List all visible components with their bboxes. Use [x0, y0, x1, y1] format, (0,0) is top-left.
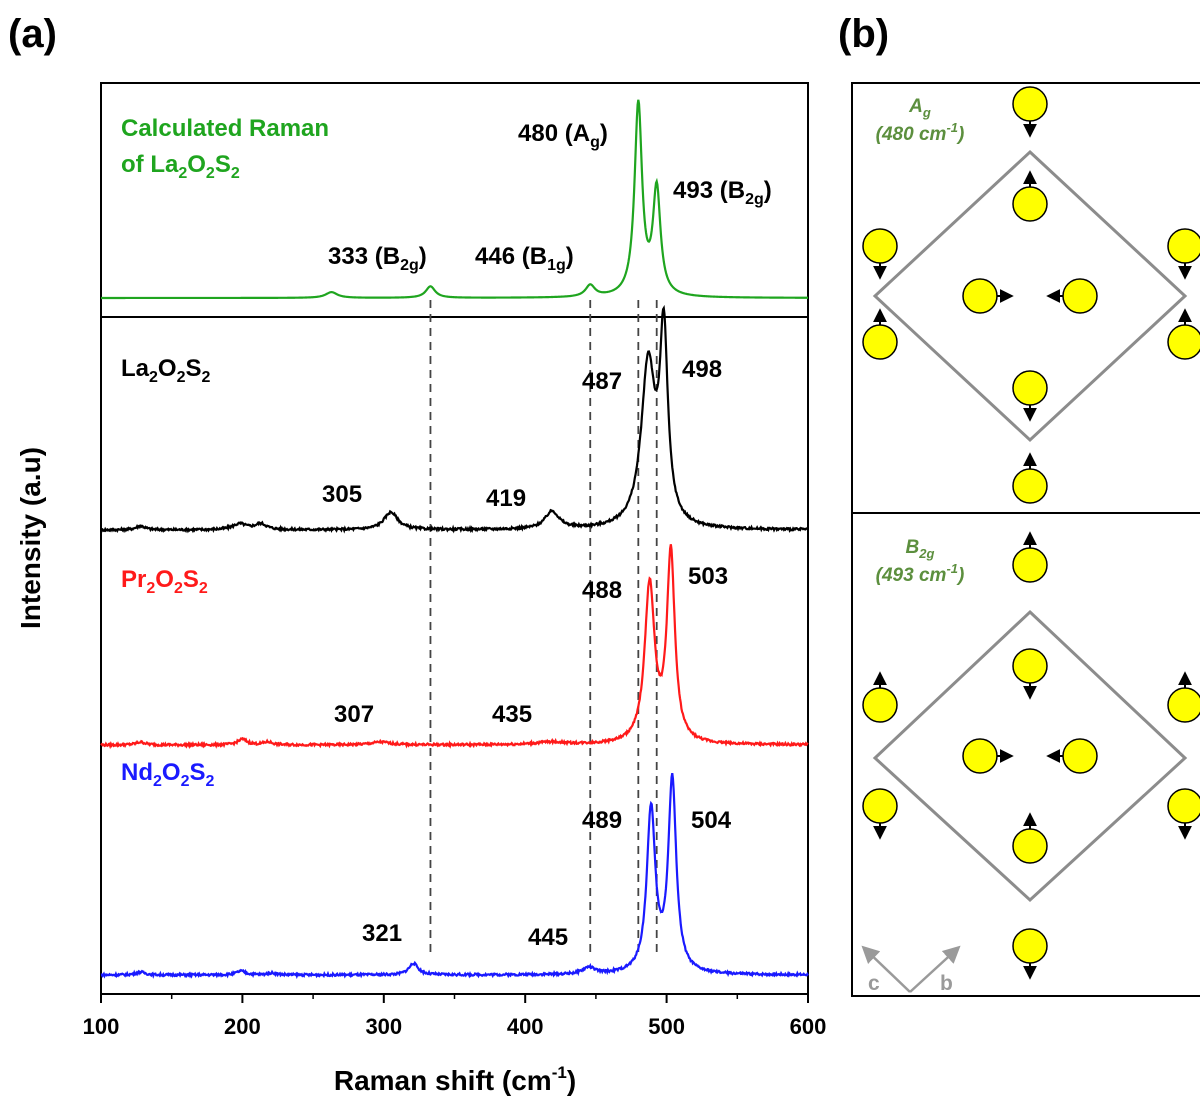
- reference-lines: [429, 300, 658, 955]
- mode-freq-ag: (480 cm-1): [876, 120, 965, 145]
- x-axis: 100 200 300 400 500 600: [83, 994, 827, 1039]
- atom-6: [962, 278, 998, 314]
- mode-freq-b2g: (493 cm-1): [876, 561, 965, 586]
- axis-b-label: b: [940, 972, 953, 995]
- atom-8: [1012, 370, 1048, 406]
- peak-label-calc-480: 480 (Ag): [518, 120, 608, 151]
- panel-b-label: (b): [838, 12, 889, 56]
- atom-12: [862, 687, 898, 723]
- peak-label-nd-445: 445: [528, 924, 568, 951]
- series-line-nd: [100, 772, 809, 980]
- x-tick-label-500: 500: [648, 1014, 685, 1039]
- atom-16: [962, 738, 998, 774]
- axis-c-label: c: [868, 972, 880, 995]
- plot-frame: [100, 82, 809, 995]
- series-label-la: La2O2S2: [121, 355, 211, 386]
- peak-label-la-419: 419: [486, 485, 526, 512]
- peak-label-la-498: 498: [682, 356, 722, 383]
- atom-0: [1012, 86, 1048, 122]
- x-axis-title: Raman shift (cm-1): [334, 1063, 576, 1096]
- peak-label-pr-503: 503: [688, 563, 728, 590]
- atom-3: [1167, 228, 1200, 264]
- series-label-nd: Nd2O2S2: [121, 759, 215, 790]
- atoms-layer: [862, 86, 1200, 980]
- atom-4: [862, 324, 898, 360]
- peak-label-la-487: 487: [582, 368, 622, 395]
- peak-label-nd-321: 321: [362, 920, 402, 947]
- peak-label-calc-333: 333 (B2g): [328, 243, 427, 274]
- atom-18: [1012, 828, 1048, 864]
- y-axis-title: Intensity (a.u): [15, 447, 46, 629]
- peak-label-pr-435: 435: [492, 701, 532, 728]
- peak-label-pr-307: 307: [334, 701, 374, 728]
- atom-9: [1012, 468, 1048, 504]
- atom-10: [1012, 547, 1048, 583]
- series-layer: [99, 99, 810, 980]
- atom-15: [1167, 788, 1200, 824]
- series-label-calc-header: Calculated Raman: [121, 115, 329, 142]
- panel-a-label: (a): [8, 12, 57, 56]
- atom-2: [862, 228, 898, 264]
- atom-5: [1167, 324, 1200, 360]
- mode-label-b2g: B2g: [906, 537, 935, 561]
- atom-19: [1012, 928, 1048, 964]
- peak-label-calc-446: 446 (B1g): [475, 243, 574, 274]
- x-tick-label-400: 400: [507, 1014, 544, 1039]
- x-tick-label-100: 100: [83, 1014, 120, 1039]
- series-line-calc: [101, 99, 808, 300]
- peak-label-pr-488: 488: [582, 577, 622, 604]
- crystal-axes-indicator: c b: [861, 945, 961, 995]
- x-tick-label-600: 600: [790, 1014, 827, 1039]
- unit-cell-b2g: [872, 609, 1188, 903]
- series-label-calc: of La2O2S2: [121, 151, 240, 182]
- unit-cell-ag: [872, 149, 1188, 443]
- series-label-pr: Pr2O2S2: [121, 566, 208, 597]
- atom-17: [1062, 738, 1098, 774]
- peak-label-calc-493: 493 (B2g): [673, 177, 772, 208]
- atom-13: [1167, 687, 1200, 723]
- series-line-la: [99, 304, 810, 534]
- atom-14: [862, 788, 898, 824]
- atom-7: [1062, 278, 1098, 314]
- series-line-pr: [100, 544, 809, 750]
- atom-1: [1012, 186, 1048, 222]
- peak-label-nd-504: 504: [691, 807, 732, 834]
- mode-label-ag: Ag: [908, 96, 931, 120]
- vibration-panel-frame: [851, 82, 1200, 997]
- peak-label-la-305: 305: [322, 481, 362, 508]
- x-tick-label-300: 300: [365, 1014, 402, 1039]
- atom-11: [1012, 648, 1048, 684]
- x-tick-label-200: 200: [224, 1014, 261, 1039]
- peak-label-nd-489: 489: [582, 807, 622, 834]
